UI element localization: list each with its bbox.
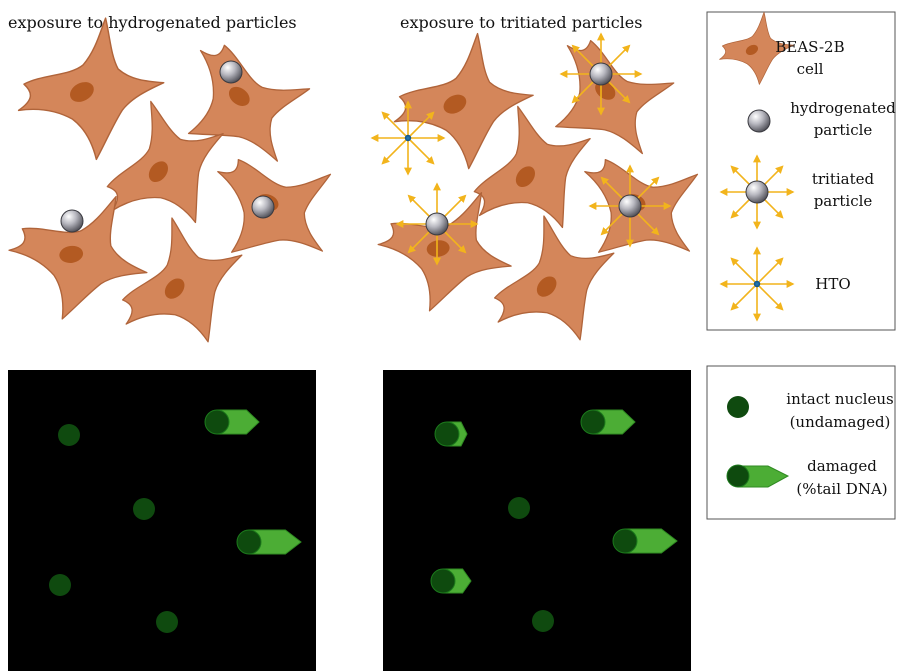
cell xyxy=(106,100,224,224)
cell xyxy=(393,32,534,170)
tritiated-particle xyxy=(425,212,449,236)
intact-nucleus xyxy=(508,497,530,519)
comet-nuclei-group xyxy=(49,409,678,633)
intact-nucleus xyxy=(58,424,80,446)
legend-hydrogenated-label-line2: particle xyxy=(814,121,873,139)
legend-hydrogenated-label-line1: hydrogenated xyxy=(790,99,896,117)
cell xyxy=(555,39,675,155)
tritiated-particle xyxy=(589,62,613,86)
damaged-nucleus xyxy=(430,568,472,594)
cell xyxy=(187,44,311,162)
tritiated-particle xyxy=(618,194,642,218)
hto-emission-rays xyxy=(370,100,446,176)
damaged-nucleus xyxy=(204,409,260,435)
legend-tritiated-label-line2: particle xyxy=(814,192,873,210)
legend-damaged-label-line2: (%tail DNA) xyxy=(796,480,887,498)
cell xyxy=(377,192,512,312)
damaged-nucleus xyxy=(236,529,302,555)
legend-cell-label-line1: BEAS-2B xyxy=(775,38,844,56)
legend-hto-label: HTO xyxy=(815,275,850,293)
cell xyxy=(121,217,243,343)
cell xyxy=(473,105,591,229)
intact-nucleus xyxy=(133,498,155,520)
hydrogenated-cell-group xyxy=(8,17,332,343)
legend-tritiated-label-line1: tritiated xyxy=(812,170,875,188)
legend-intact-label-line2: (undamaged) xyxy=(790,413,891,431)
cell xyxy=(17,17,165,161)
legend-intact-label-line1: intact nucleus xyxy=(786,390,893,408)
intact-nucleus xyxy=(156,611,178,633)
damaged-nucleus xyxy=(612,528,678,554)
hydrogenated-particle xyxy=(60,209,84,233)
legend-tritiated-particle-icon xyxy=(745,180,769,204)
damaged-nucleus-icon xyxy=(726,464,790,488)
legend-bottom-box xyxy=(706,365,896,520)
particle-group xyxy=(60,32,672,266)
hydrogenated-particle xyxy=(251,195,275,219)
legend-damaged-label-line1: damaged xyxy=(807,457,877,475)
damaged-nucleus xyxy=(434,421,468,447)
hto-molecule xyxy=(404,134,412,142)
legend-hto-icon xyxy=(753,280,761,288)
hydrogenated-panel-title: exposure to hydrogenated particles xyxy=(8,13,297,32)
tritiated-panel-title: exposure to tritiated particles xyxy=(400,13,642,32)
intact-nucleus xyxy=(49,574,71,596)
legend-top-icons xyxy=(719,11,795,322)
tritiated-cell-group xyxy=(377,32,699,341)
intact-nucleus-icon xyxy=(727,396,749,418)
legend-hto-rays-icon xyxy=(719,246,795,322)
legend-hydrogenated-particle-icon xyxy=(747,109,771,133)
legend-cell-icon xyxy=(719,11,795,85)
hydrogenated-particle xyxy=(219,60,243,84)
damaged-nucleus xyxy=(580,409,636,435)
cell xyxy=(8,195,148,320)
cell xyxy=(493,215,615,341)
legend-cell-label-line2: cell xyxy=(797,60,824,78)
intact-nucleus xyxy=(532,610,554,632)
